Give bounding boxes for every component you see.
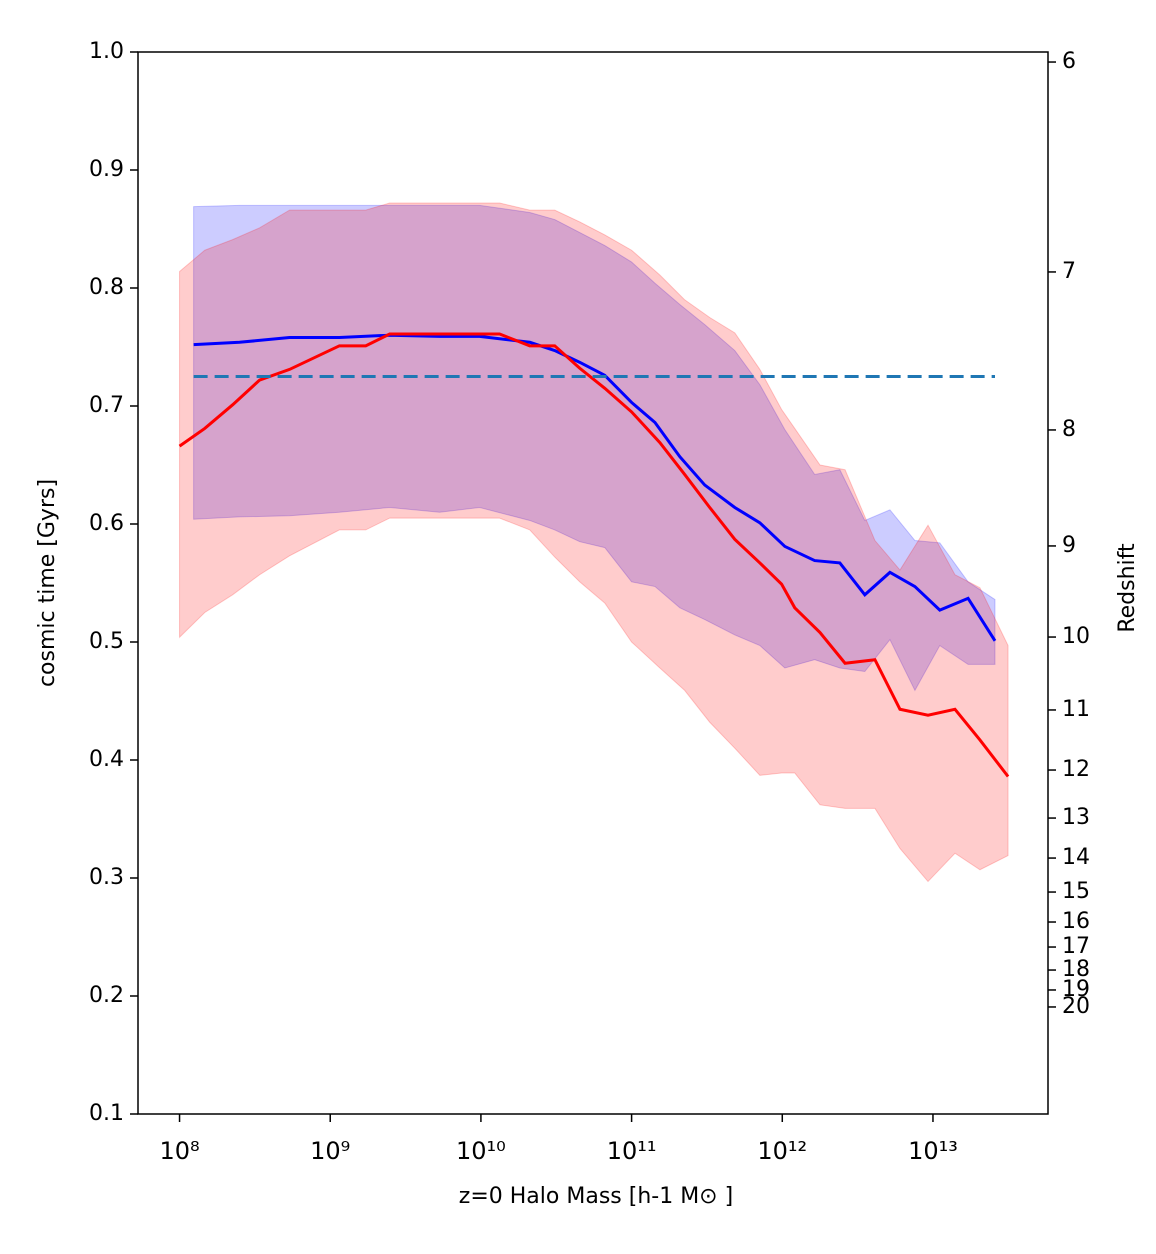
- x-tick-label: 10⁸: [159, 1137, 199, 1165]
- y2-tick-label: 8: [1062, 417, 1076, 442]
- y-tick-label: 0.6: [89, 511, 124, 536]
- y-tick-label: 1.0: [89, 39, 124, 64]
- band: [179, 202, 1009, 883]
- x-tick-label: 10¹⁰: [456, 1137, 506, 1165]
- y-tick-label: 0.7: [89, 393, 124, 418]
- y-tick-label: 0.3: [89, 865, 124, 890]
- y-axis-label: cosmic time [Gyrs]: [35, 479, 60, 687]
- x-axis-label: z=0 Halo Mass [h-1 M⊙ ]: [459, 1184, 733, 1209]
- y2-tick-label: 19: [1062, 977, 1090, 1002]
- y2-tick-label: 10: [1062, 624, 1090, 649]
- y2-tick-label: 18: [1062, 957, 1090, 982]
- band: [193, 204, 996, 692]
- y2-tick-label: 7: [1062, 259, 1076, 284]
- line: [178, 332, 1010, 778]
- x-tick-label: 10¹²: [757, 1137, 807, 1165]
- x-tick-label: 10¹³: [908, 1137, 958, 1165]
- x-tick-label: 10⁹: [310, 1137, 350, 1165]
- y-tick-label: 0.8: [89, 275, 124, 300]
- y2-tick-label: 14: [1062, 845, 1090, 870]
- y2-tick-label: 13: [1062, 805, 1090, 830]
- y2-axis-label: Redshift: [1115, 543, 1140, 633]
- x-tick-label: 10¹¹: [607, 1137, 657, 1165]
- y2-tick-label: 16: [1062, 909, 1090, 934]
- y-tick-label: 0.5: [89, 629, 124, 654]
- y2-tick-label: 11: [1062, 697, 1090, 722]
- y-tick-label: 0.1: [89, 1101, 124, 1126]
- y-tick-label: 0.4: [89, 747, 124, 772]
- y2-tick-label: 9: [1062, 533, 1076, 558]
- y-tick-label: 0.2: [89, 983, 124, 1008]
- y2-tick-label: 15: [1062, 879, 1090, 904]
- plot-frame: [137, 51, 1049, 1115]
- y2-tick-label: 6: [1062, 49, 1076, 74]
- y2-tick-label: 12: [1062, 757, 1090, 782]
- y2-tick-label: 17: [1062, 934, 1090, 959]
- y-tick-label: 0.9: [89, 157, 124, 182]
- y2-tick-label: 20: [1062, 994, 1090, 1019]
